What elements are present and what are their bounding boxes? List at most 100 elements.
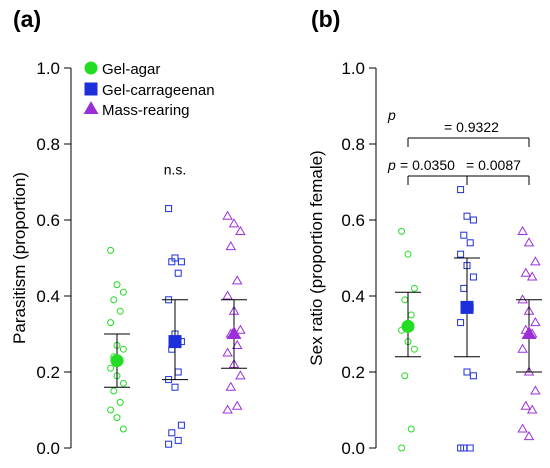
data-point	[469, 216, 477, 224]
panel-b: (b) 0.0 0.2 0.4 0.6 0.8 1.0 Sex ratio (proporti…	[307, 6, 542, 458]
data-point	[231, 400, 243, 410]
data-point	[177, 258, 185, 266]
data-point	[235, 324, 246, 334]
data-point	[526, 271, 538, 281]
data-point	[113, 281, 121, 289]
mean-point	[460, 300, 474, 314]
data-point	[165, 205, 173, 213]
data-point	[174, 368, 182, 376]
data-point	[235, 225, 246, 235]
data-point	[517, 294, 528, 304]
y-tick-label: 0.4	[36, 287, 60, 306]
data-point	[119, 425, 127, 433]
data-point	[526, 404, 538, 414]
data-point	[225, 381, 237, 391]
y-tick-label: 0.0	[341, 439, 365, 458]
panel-a: (a) 0.0 0.2 0.4 0.6 0.8 1.0 Parasitism (proport…	[10, 6, 247, 458]
data-point	[520, 267, 532, 277]
data-point	[107, 319, 115, 327]
data-point	[113, 414, 121, 422]
data-point	[225, 241, 237, 251]
mean-point	[401, 319, 415, 333]
data-point	[231, 339, 243, 349]
y-axis: 0.0 0.2 0.4 0.6 0.8 1.0	[36, 59, 72, 458]
data-point	[466, 444, 474, 452]
legend-marker	[84, 82, 98, 96]
data-point	[398, 227, 406, 235]
legend-item: Gel-carrageenan	[84, 82, 215, 99]
data-point	[530, 385, 541, 395]
data-point	[463, 368, 471, 376]
panel-label: (b)	[311, 6, 340, 32]
legend: Gel-agar Gel-carrageenan Mass-rearing	[83, 61, 215, 119]
data-point	[165, 440, 173, 448]
data-point	[457, 319, 465, 327]
data-point	[530, 317, 541, 327]
y-tick-label: 0.8	[36, 135, 60, 154]
mean-point	[168, 335, 182, 349]
legend-marker	[84, 61, 98, 75]
series-mass_rearing	[221, 210, 247, 414]
y-tick-label: 0.4	[341, 287, 365, 306]
data-point	[463, 212, 471, 220]
series-gel_carrageenan	[454, 186, 480, 452]
data-point	[222, 290, 233, 300]
data-point	[520, 400, 532, 410]
data-point	[457, 186, 465, 194]
series-gel_agar	[395, 227, 421, 452]
data-point	[523, 431, 535, 441]
y-axis-title: Sex ratio (proportion female)	[307, 150, 326, 365]
data-point	[107, 364, 115, 372]
legend-marker	[83, 101, 99, 115]
mean-point	[226, 326, 242, 340]
data-point	[407, 425, 415, 433]
data-point	[523, 237, 535, 247]
y-tick-label: 1.0	[341, 59, 365, 78]
legend-label: Mass-rearing	[102, 102, 190, 119]
panel-label: (a)	[13, 6, 41, 32]
y-tick-label: 0.8	[341, 135, 365, 154]
data-point	[517, 423, 528, 433]
y-tick-label: 0.6	[341, 211, 365, 230]
data-point	[517, 343, 528, 353]
y-axis-title: Parasitism (proportion)	[10, 172, 29, 344]
legend-item: Gel-agar	[84, 61, 160, 78]
data-point	[119, 379, 127, 387]
data-point	[168, 258, 176, 266]
y-tick-label: 0.0	[36, 439, 60, 458]
significance-bracket: p = 0.9322	[387, 107, 530, 147]
data-point	[174, 436, 182, 444]
data-point	[177, 421, 185, 429]
data-point	[228, 218, 240, 228]
p-value: = 0.0350	[400, 157, 455, 173]
data-point	[410, 345, 418, 353]
p-value: = 0.0087	[466, 157, 521, 173]
data-point	[530, 256, 541, 266]
data-point	[107, 406, 115, 414]
data-point	[119, 288, 127, 296]
y-axis: 0.0 0.2 0.4 0.6 0.8 1.0	[341, 59, 377, 458]
data-point	[174, 269, 182, 277]
data-point	[168, 429, 176, 437]
legend-label: Gel-carrageenan	[102, 82, 215, 99]
data-point	[457, 250, 465, 258]
y-tick-label: 0.2	[341, 363, 365, 382]
data-point	[235, 370, 246, 380]
significance-bracket: = 0.0087	[466, 157, 530, 185]
series-mass_rearing	[516, 225, 542, 441]
data-point	[110, 387, 118, 395]
data-point	[410, 284, 418, 292]
data-point	[523, 366, 535, 376]
y-tick-label: 0.6	[36, 211, 60, 230]
data-point	[222, 210, 233, 220]
data-point	[457, 444, 465, 452]
data-point	[107, 246, 115, 254]
mean-point	[110, 354, 124, 368]
data-point	[119, 345, 127, 353]
data-point	[116, 307, 124, 315]
data-point	[466, 239, 474, 247]
y-tick-label: 1.0	[36, 59, 60, 78]
data-point	[407, 311, 415, 319]
data-point	[116, 398, 124, 406]
